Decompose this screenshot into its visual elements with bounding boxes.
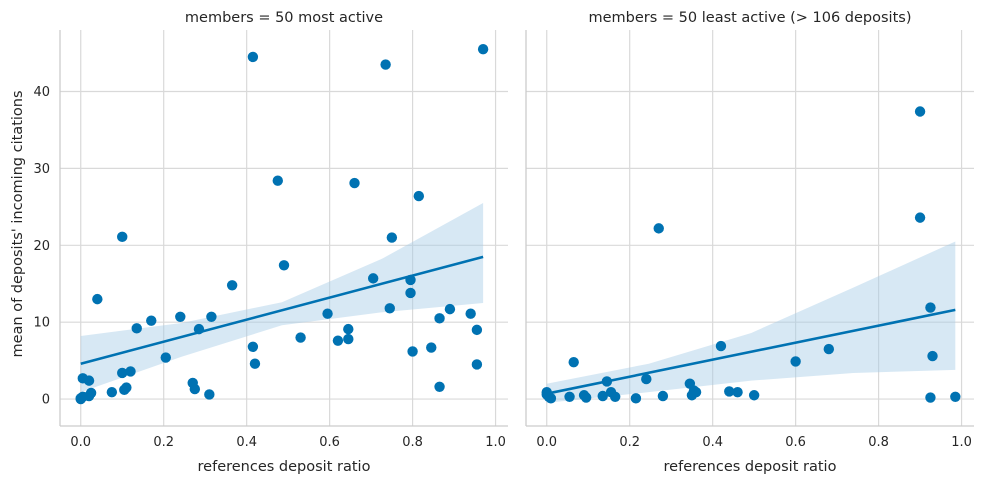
data-point (465, 308, 476, 319)
x-tick-label: 0.8 (402, 435, 423, 450)
data-point (247, 341, 259, 352)
data-point (131, 323, 142, 334)
data-point (384, 303, 395, 314)
data-point (426, 342, 437, 353)
data-point (690, 386, 702, 398)
x-tick-label: 0.4 (236, 435, 257, 450)
data-point (160, 352, 171, 363)
regression-line (546, 308, 956, 395)
x-tick-label: 0.6 (785, 435, 806, 450)
y-axis-label: mean of deposits' incoming citations (10, 90, 26, 357)
data-point (471, 324, 483, 336)
data-point (950, 391, 961, 402)
data-point (748, 390, 760, 401)
data-point (278, 260, 290, 271)
data-point (83, 375, 95, 386)
x-tick-label: 0.0 (536, 435, 557, 450)
data-point (914, 212, 926, 223)
x-tick-label: 0.0 (70, 435, 91, 450)
facet-title: members = 50 most active (185, 10, 383, 26)
y-tick-label: 30 (33, 162, 50, 177)
data-point (117, 231, 128, 243)
x-tick-label: 1.0 (951, 435, 972, 450)
data-point (597, 390, 608, 402)
data-point (249, 358, 261, 369)
data-point (914, 106, 926, 117)
x-tick-label: 0.8 (868, 435, 889, 450)
data-point (349, 177, 360, 189)
data-point (206, 311, 217, 323)
facet-panel: 0.0 0.2 0.4 0.6 0.8 1.0 0 10 20 30 40 members = 50 … (33, 10, 508, 475)
data-point (380, 59, 391, 70)
data-point (927, 350, 938, 362)
data-point (405, 287, 416, 299)
data-point (146, 315, 157, 326)
data-point (724, 386, 735, 397)
data-point (117, 367, 128, 379)
data-point (272, 175, 283, 186)
data-point (564, 391, 575, 402)
y-tick-label: 20 (33, 239, 50, 254)
data-point (295, 332, 306, 343)
data-point (413, 190, 425, 202)
data-point (823, 343, 835, 355)
confidence-band (80, 203, 484, 393)
data-point (580, 392, 592, 403)
data-point (121, 382, 132, 393)
data-point (332, 335, 344, 346)
data-point (125, 366, 136, 377)
x-axis-label: references deposit ratio (198, 459, 371, 475)
x-tick-label: 1.0 (485, 435, 506, 450)
data-point (641, 373, 652, 385)
data-point (790, 356, 801, 367)
data-point (657, 390, 669, 402)
data-point (477, 44, 489, 55)
data-point (568, 356, 579, 368)
y-tick-label: 0 (42, 393, 50, 408)
data-point (471, 359, 483, 370)
y-tick-label: 40 (33, 85, 50, 100)
data-point (204, 389, 215, 400)
data-point (630, 393, 642, 404)
x-axis-label: references deposit ratio (664, 459, 837, 475)
data-point (407, 346, 418, 357)
data-point (925, 392, 936, 403)
data-point (386, 232, 398, 243)
data-point (434, 381, 445, 392)
data-point (732, 386, 743, 398)
data-point (322, 308, 333, 319)
x-tick-label: 0.2 (153, 435, 174, 450)
data-point (343, 323, 354, 335)
data-point (92, 293, 103, 305)
data-point (715, 340, 727, 352)
confidence-band (546, 241, 956, 403)
data-point (925, 302, 936, 313)
regression-line (80, 255, 484, 365)
data-point (545, 393, 557, 404)
facet-title: members = 50 least active (> 106 deposit… (589, 10, 912, 26)
data-point (226, 280, 238, 291)
data-point (247, 51, 259, 63)
x-tick-label: 0.6 (319, 435, 340, 450)
data-point (189, 383, 201, 395)
data-point (343, 333, 354, 345)
facet-panel: 0.0 0.2 0.4 0.6 0.8 1.0 members = 50 least act… (525, 10, 974, 475)
data-point (444, 303, 456, 315)
data-point (175, 311, 186, 323)
data-point (609, 391, 621, 402)
data-point (434, 313, 445, 324)
data-point (653, 223, 664, 234)
y-tick-label: 10 (33, 316, 50, 331)
data-point (85, 387, 97, 399)
x-tick-label: 0.2 (619, 435, 640, 450)
data-point (106, 386, 118, 398)
x-tick-label: 0.4 (702, 435, 723, 450)
data-point (367, 273, 379, 284)
